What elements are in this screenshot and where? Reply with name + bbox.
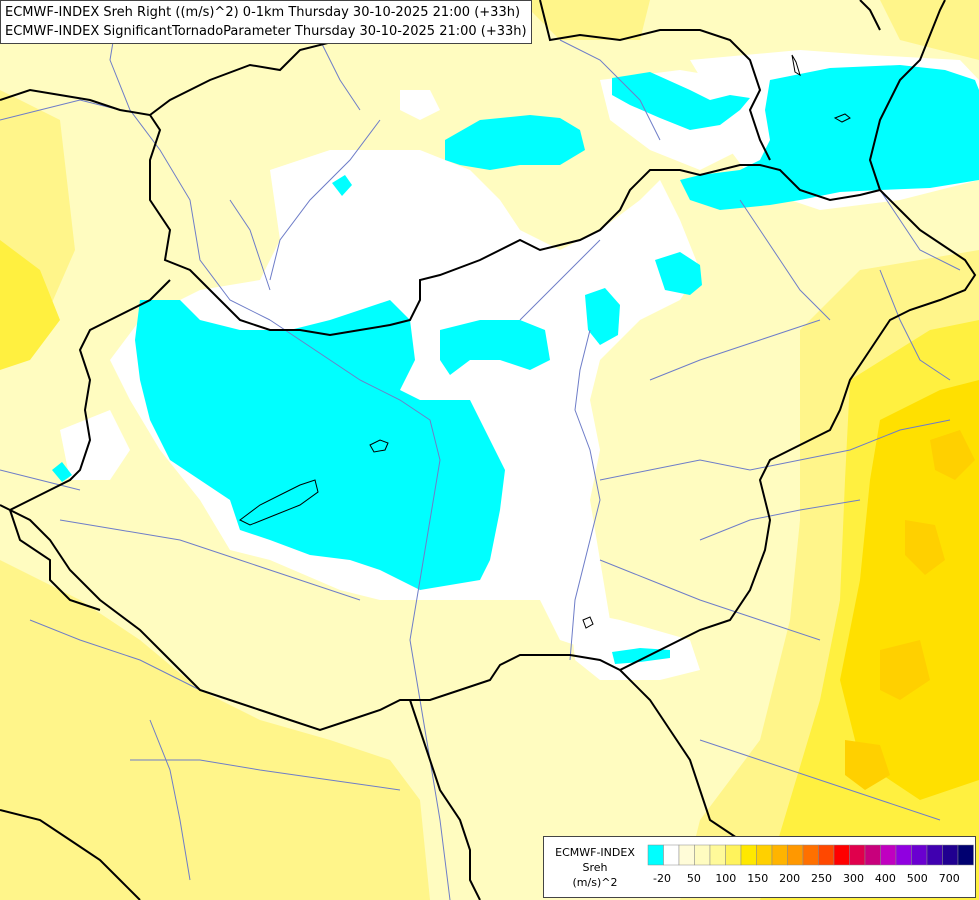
legend-tick-label: 400 bbox=[875, 872, 896, 885]
legend-swatch bbox=[864, 844, 881, 866]
legend-swatch bbox=[787, 844, 804, 866]
legend-swatch bbox=[895, 844, 912, 866]
legend-tick-label: 700 bbox=[939, 872, 960, 885]
legend-swatch bbox=[663, 844, 680, 866]
legend-swatch bbox=[833, 844, 850, 866]
legend-swatch bbox=[725, 844, 742, 866]
sreh-orange-regions bbox=[845, 430, 975, 790]
legend-swatch bbox=[818, 844, 835, 866]
legend-swatch bbox=[678, 844, 695, 866]
legend-swatch bbox=[942, 844, 959, 866]
legend-swatch bbox=[911, 844, 928, 866]
legend-swatch bbox=[802, 844, 819, 866]
legend-tick-label: 200 bbox=[779, 872, 800, 885]
legend-swatch bbox=[771, 844, 788, 866]
legend-tick-label: 250 bbox=[811, 872, 832, 885]
legend-tick-label: 100 bbox=[715, 872, 736, 885]
legend-variable: Sreh bbox=[582, 861, 608, 874]
sreh-cyan-regions bbox=[52, 65, 979, 664]
legend-swatch bbox=[880, 844, 897, 866]
legend-swatch bbox=[957, 844, 974, 866]
legend-title: ECMWF-INDEX bbox=[555, 846, 635, 859]
map-title-box: ECMWF-INDEX Sreh Right ((m/s)^2) 0-1km T… bbox=[0, 0, 532, 44]
legend-swatch bbox=[694, 844, 711, 866]
legend-swatch bbox=[849, 844, 866, 866]
legend-colorbar: -20 50 100 150 200 250 300 400 500 700 bbox=[647, 844, 974, 885]
legend-swatch bbox=[740, 844, 757, 866]
legend-tick-label: 300 bbox=[843, 872, 864, 885]
legend-swatch bbox=[709, 844, 726, 866]
legend-tick-label: 50 bbox=[687, 872, 701, 885]
legend-tick-label: 150 bbox=[747, 872, 768, 885]
title-line-2: ECMWF-INDEX SignificantTornadoParameter … bbox=[5, 24, 527, 39]
legend-swatch bbox=[756, 844, 773, 866]
legend-tick-label: -20 bbox=[653, 872, 671, 885]
legend-swatch bbox=[647, 844, 664, 866]
color-legend: ECMWF-INDEX Sreh (m/s)^2 -20 50 100 150 200 2… bbox=[543, 836, 976, 898]
sreh-gold-regions bbox=[840, 380, 979, 800]
lakes bbox=[239, 54, 851, 629]
legend-label-block: ECMWF-INDEX Sreh (m/s)^2 bbox=[548, 845, 642, 890]
legend-swatch bbox=[926, 844, 943, 866]
legend-tick-label: 500 bbox=[907, 872, 928, 885]
title-line-1: ECMWF-INDEX Sreh Right ((m/s)^2) 0-1km T… bbox=[5, 5, 521, 20]
legend-unit: (m/s)^2 bbox=[572, 876, 618, 889]
